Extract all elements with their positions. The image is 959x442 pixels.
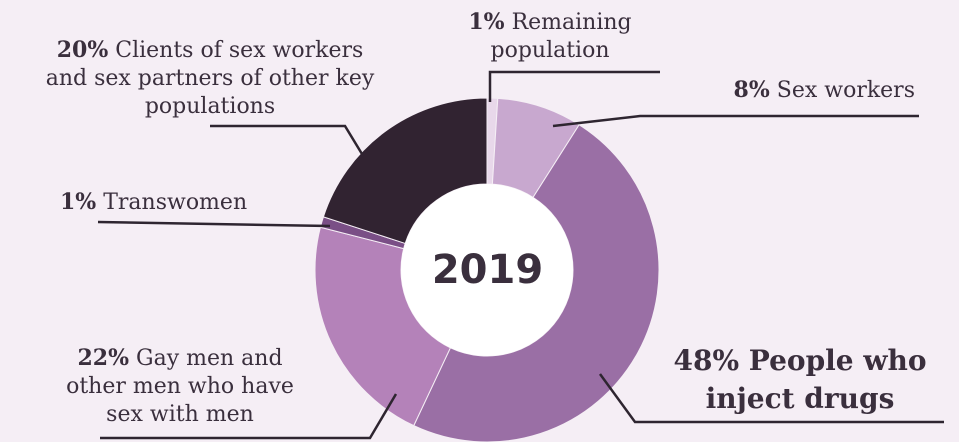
label-gay-line2: other men who have (66, 374, 294, 399)
leader-line-clients (210, 124, 364, 155)
label-trans: 1% Transwomen (60, 188, 247, 217)
label-trans-pct: 1% (60, 189, 97, 215)
label-pwid-line1: 48% People who (673, 344, 927, 377)
label-gay: 22% Gay men and other men who have sex w… (30, 344, 330, 429)
label-remaining-line1: Remaining (511, 10, 632, 35)
label-remaining-pct: 1% (468, 9, 505, 35)
label-clients-line3: populations (144, 94, 276, 119)
label-clients: 20% Clients of sex workers and sex partn… (10, 36, 410, 121)
label-sexworkers-pct: 8% (733, 77, 770, 103)
leader-line-sexworkers (552, 114, 919, 128)
label-clients-pct: 20% (56, 37, 109, 63)
label-remaining-line2: population (490, 38, 610, 63)
label-gay-line1: Gay men and (136, 346, 283, 371)
label-remaining: 1% Remaining population (440, 8, 660, 65)
label-gay-pct: 22% (77, 345, 129, 371)
leader-lines (97, 70, 944, 440)
leader-line-pwid (598, 373, 944, 424)
label-clients-line2: and sex partners of other key (45, 66, 375, 91)
label-clients-line1: Clients of sex workers (115, 38, 364, 63)
leader-line-remaining (488, 70, 660, 102)
label-pwid: 48% People who inject drugs (650, 342, 950, 418)
label-gay-line3: sex with men (106, 402, 254, 427)
label-pwid-line2: inject drugs (705, 382, 895, 415)
label-sexworkers-text: Sex workers (776, 78, 915, 103)
donut-hole (401, 184, 573, 356)
label-trans-text: Transwomen (103, 190, 248, 215)
leader-line-gay (100, 393, 398, 440)
leader-line-trans (97, 220, 331, 228)
center-year-label: 2019 (431, 247, 544, 293)
label-sexworkers: 8% Sex workers (640, 76, 915, 105)
